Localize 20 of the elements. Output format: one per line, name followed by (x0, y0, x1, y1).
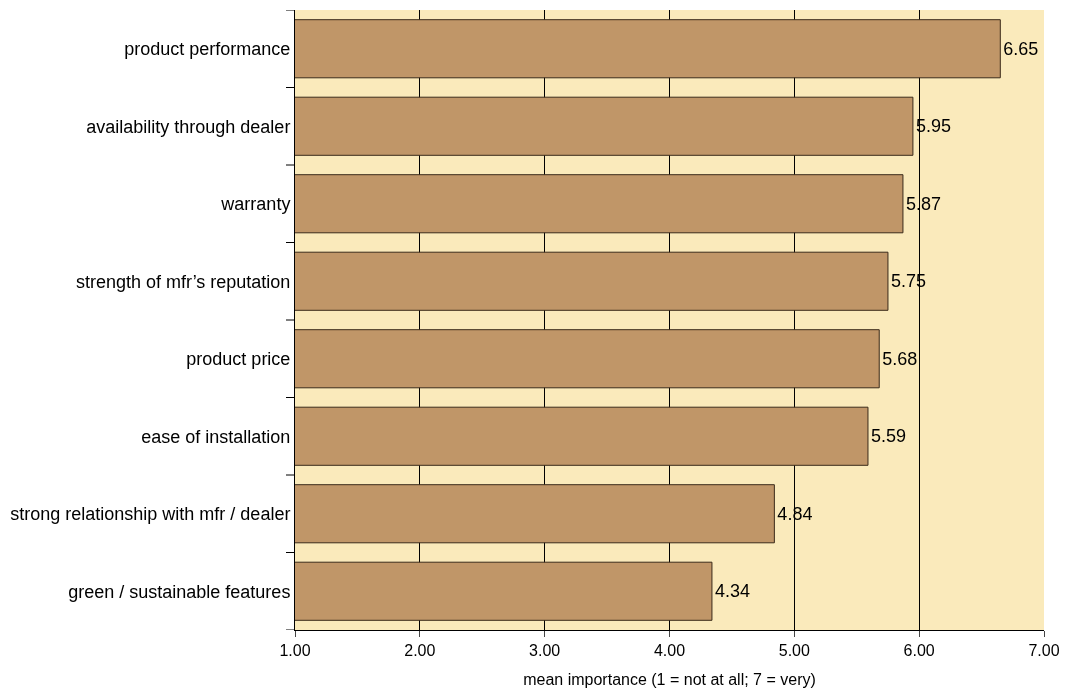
data-label: 4.34 (714, 581, 750, 602)
x-tick-label: 1.00 (279, 642, 311, 660)
x-tick-label: 4.00 (653, 642, 686, 660)
x-tick-label: 5.00 (778, 642, 810, 660)
y-tick-label: green / sustainable features (68, 581, 291, 602)
y-tick-label: availability through dealer (86, 116, 291, 137)
y-tick-label: warranty (220, 194, 291, 215)
y-tick-label: product performance (124, 39, 291, 60)
x-tick-label: 7.00 (1028, 642, 1060, 660)
x-axis-title: mean importance (1 = not at all; 7 = very) (523, 670, 816, 688)
x-tick-label: 2.00 (404, 642, 436, 660)
y-tick-label: strong relationship with mfr / dealer (10, 504, 291, 525)
data-label: 5.59 (870, 426, 907, 447)
y-tick-label: product price (186, 349, 291, 370)
x-tick-label: 3.00 (529, 642, 561, 660)
x-tick-label: 6.00 (903, 642, 935, 660)
y-tick-label: strength of mfr’s reputation (75, 271, 291, 292)
data-label: 6.65 (1003, 38, 1039, 59)
y-tick-label: ease of installation (141, 426, 291, 447)
data-label: 5.68 (882, 348, 918, 369)
